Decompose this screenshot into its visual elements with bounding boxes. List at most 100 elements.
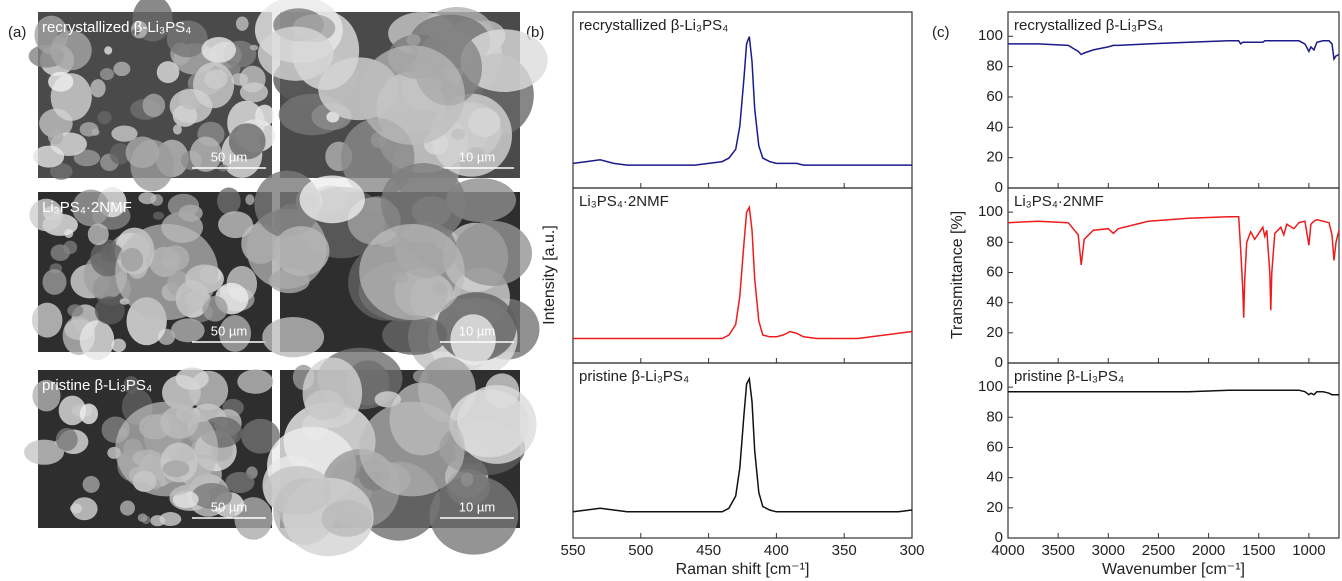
sem-particle xyxy=(73,149,100,167)
sem-particle xyxy=(178,204,203,222)
series-label: pristine β-Li₃PS₄ xyxy=(1014,368,1124,385)
sem-particle xyxy=(446,468,491,506)
y-tick-label: 0 xyxy=(995,179,1003,196)
scale-bar-label: 10 µm xyxy=(459,499,495,514)
y-tick-label: 40 xyxy=(986,118,1003,135)
sem-particle xyxy=(99,68,114,81)
scale-bar-label: 50 µm xyxy=(211,499,247,514)
y-tick-label: 100 xyxy=(978,203,1003,220)
scale-bar-label: 10 µm xyxy=(459,323,495,338)
sem-particle xyxy=(460,29,548,93)
series-label: recrystallized β-Li₃PS₄ xyxy=(579,17,728,34)
sem-particle xyxy=(189,136,222,172)
sem-particle xyxy=(50,30,92,71)
sem-particle xyxy=(262,317,325,358)
spectrum-line xyxy=(572,36,912,166)
sem-image: 10 µm xyxy=(246,163,540,378)
sem-image: 10 µm xyxy=(254,0,548,203)
y-tick-label: 80 xyxy=(986,233,1003,250)
spectrum-line xyxy=(1008,40,1340,62)
sem-particle xyxy=(82,475,100,493)
sem-particle xyxy=(29,198,63,232)
sem-image: 50 µm xyxy=(24,367,281,540)
sem-particle xyxy=(115,401,219,497)
sem-particle xyxy=(109,143,131,165)
sem-particle xyxy=(79,320,115,361)
x-tick-label: 2500 xyxy=(1142,542,1175,559)
sem-particle xyxy=(453,220,533,286)
sem-particle xyxy=(249,44,259,51)
y-tick-label: 20 xyxy=(986,499,1003,516)
sem-particle xyxy=(152,211,165,220)
series-label: pristine β-Li₃PS₄ xyxy=(579,368,689,385)
x-tick-label: 3500 xyxy=(1041,542,1074,559)
sem-particle xyxy=(119,500,135,516)
x-tick-label: 1000 xyxy=(1292,542,1325,559)
sem-particle xyxy=(218,211,254,239)
y-tick-label: 60 xyxy=(986,88,1003,105)
sem-particle xyxy=(382,315,448,355)
sem-particle xyxy=(94,296,125,325)
plot-frame xyxy=(1007,11,1340,189)
sem-particle xyxy=(42,269,67,295)
sem-particle xyxy=(113,61,131,77)
y-axis-label: Transmittance [%] xyxy=(949,211,966,339)
sem-particle xyxy=(412,369,429,383)
spectrum-line xyxy=(572,376,913,513)
plot-frame xyxy=(1007,362,1340,539)
sem-particle xyxy=(131,29,140,36)
sem-particle xyxy=(31,302,63,338)
sem-image: 50 µm xyxy=(29,187,281,361)
spectrum-line xyxy=(1007,215,1340,318)
y-tick-label: 20 xyxy=(986,324,1003,341)
sem-particle xyxy=(87,223,109,246)
sem-particle xyxy=(231,73,249,86)
sem-particle xyxy=(50,244,70,262)
sem-image: 10 µm xyxy=(262,347,537,557)
x-axis-label: Wavenumber [cm⁻¹] xyxy=(1102,561,1245,578)
sem-particle xyxy=(55,427,78,452)
sem-particle xyxy=(138,192,157,205)
sem-particle xyxy=(245,194,255,206)
sem-particle xyxy=(49,163,73,180)
y-tick-label: 0 xyxy=(995,354,1003,371)
sem-particle xyxy=(380,163,466,244)
sem-particle xyxy=(359,401,465,497)
sem-image: 50 µm xyxy=(28,0,276,192)
sem-particle xyxy=(263,465,332,515)
sem-particle xyxy=(237,369,274,394)
sem-particle xyxy=(241,418,281,454)
sem-particle xyxy=(111,125,138,142)
sem-particle xyxy=(228,123,266,160)
sem-particle xyxy=(156,61,180,84)
y-tick-label: 100 xyxy=(978,27,1003,44)
sem-particle xyxy=(33,145,65,168)
plot-frame xyxy=(1007,187,1340,364)
plot-frame xyxy=(572,362,913,539)
x-tick-label: 3000 xyxy=(1092,542,1125,559)
sem-particle xyxy=(172,124,182,135)
series-label: recrystallized β-Li₃PS₄ xyxy=(1014,17,1163,34)
sem-particle xyxy=(104,46,113,55)
sem-particle xyxy=(217,187,241,215)
sem-particle xyxy=(47,128,64,145)
sem-particle xyxy=(166,20,208,58)
x-tick-label: 1500 xyxy=(1242,542,1275,559)
y-tick-label: 40 xyxy=(986,294,1003,311)
y-tick-label: 60 xyxy=(986,263,1003,280)
sem-particle xyxy=(273,226,330,276)
sem-particle xyxy=(359,45,465,145)
sem-particle xyxy=(175,367,209,390)
x-tick-label: 2000 xyxy=(1192,542,1225,559)
sem-particle xyxy=(239,82,268,103)
sem-particle xyxy=(191,482,233,509)
sem-particle xyxy=(123,376,139,394)
x-tick-label: 400 xyxy=(764,542,789,559)
sem-particle xyxy=(111,338,127,353)
y-axis-label: Intensity [a.u.] xyxy=(541,225,558,325)
scale-bar-label: 10 µm xyxy=(459,149,495,164)
sem-particle xyxy=(90,79,106,98)
scale-bar-label: 50 µm xyxy=(211,323,247,338)
sem-particle xyxy=(235,16,249,31)
